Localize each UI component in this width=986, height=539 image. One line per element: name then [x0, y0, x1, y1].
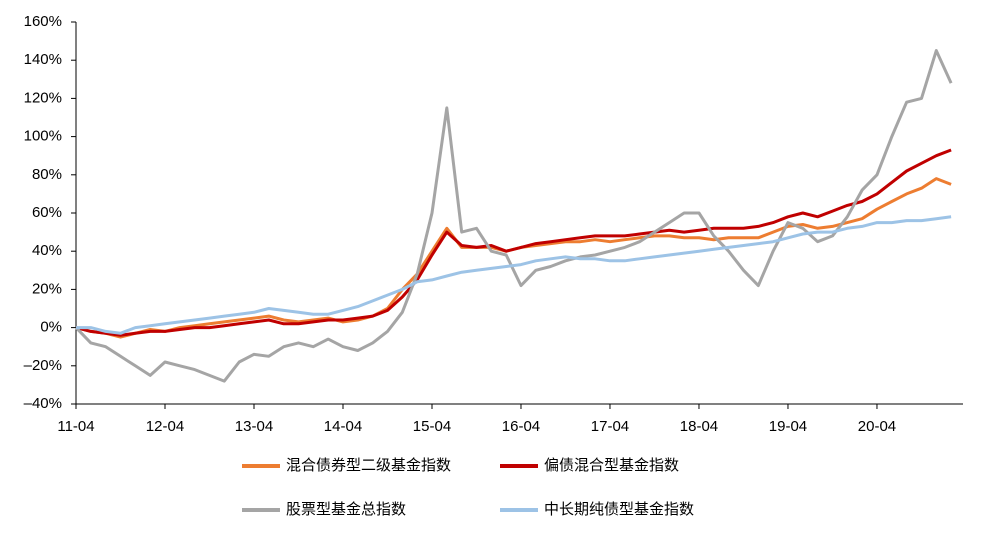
legend-label: 混合债券型二级基金指数	[286, 457, 451, 474]
x-tick-label: 12-04	[146, 418, 184, 435]
legend-label: 股票型基金总指数	[286, 501, 406, 518]
x-tick-label: 19-04	[769, 418, 807, 435]
y-tick-label: 140%	[24, 51, 62, 68]
y-tick-label: 40%	[32, 242, 62, 259]
series-line	[74, 49, 953, 383]
y-tick-label: 60%	[32, 204, 62, 221]
x-tick-label: 20-04	[858, 418, 896, 435]
x-tick-label: 11-04	[57, 418, 94, 435]
x-tick-label: 17-04	[591, 418, 629, 435]
y-tick-label: –40%	[24, 395, 62, 412]
x-tick-label: 13-04	[235, 418, 273, 435]
y-tick-label: 160%	[24, 13, 62, 30]
series-line	[76, 215, 952, 335]
y-tick-label: 100%	[24, 128, 62, 145]
y-tick-label: 20%	[32, 280, 62, 297]
legend-label: 中长期纯债型基金指数	[544, 501, 694, 518]
x-tick-label: 14-04	[324, 418, 362, 435]
y-tick-label: 120%	[24, 89, 62, 106]
y-tick-label: 0%	[40, 319, 62, 336]
x-tick-label: 16-04	[502, 418, 540, 435]
series-line	[75, 148, 952, 337]
legend-label: 偏债混合型基金指数	[544, 457, 679, 474]
x-tick-label: 15-04	[413, 418, 451, 435]
y-tick-label: 80%	[32, 166, 62, 183]
series-line	[75, 177, 952, 339]
y-tick-label: –20%	[24, 357, 62, 374]
x-tick-label: 18-04	[680, 418, 718, 435]
